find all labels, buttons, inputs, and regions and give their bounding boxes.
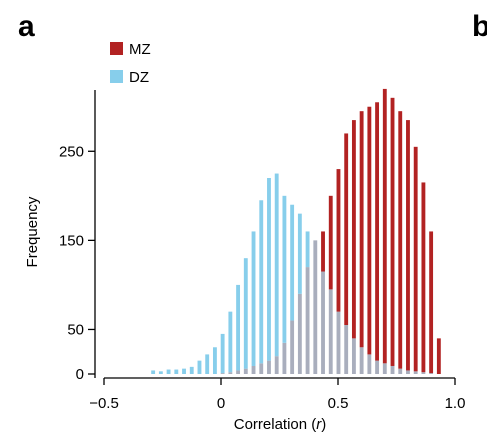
- y-tick-label: 50: [67, 321, 84, 338]
- bar-dz: [274, 173, 279, 357]
- legend-label-mz: MZ: [129, 41, 151, 58]
- legend: MZ DZ: [110, 41, 151, 86]
- bar-dz: [282, 195, 287, 343]
- bar-mz: [359, 111, 364, 348]
- bar-overlap: [321, 271, 325, 374]
- bar-dz: [305, 231, 310, 268]
- bar-overlap: [297, 293, 302, 374]
- legend-label-dz: DZ: [129, 69, 149, 86]
- bar-mz: [344, 133, 349, 325]
- bar-dz: [158, 371, 163, 374]
- bar-mz: [367, 106, 372, 355]
- y-tick-label: 150: [59, 232, 84, 249]
- bar-mz: [375, 102, 380, 361]
- bar-overlap: [259, 363, 264, 374]
- legend-swatch-dz: [110, 70, 123, 83]
- bar-mz: [382, 88, 387, 364]
- bar-mz: [398, 111, 403, 369]
- histogram-bars: [151, 88, 441, 374]
- bar-overlap: [351, 338, 356, 374]
- y-tick-label: 0: [76, 366, 84, 383]
- bar-dz: [189, 366, 194, 374]
- bar-dz: [212, 347, 217, 374]
- panel-letter-a: a: [18, 10, 35, 43]
- bar-overlap: [367, 354, 372, 374]
- bar-overlap: [344, 325, 349, 374]
- bar-mz: [421, 182, 426, 373]
- x-tick-label: −0.5: [89, 395, 119, 412]
- bar-dz: [297, 213, 302, 294]
- bar-dz: [267, 178, 271, 361]
- x-axis-title-variable: r: [316, 416, 322, 433]
- bar-mz: [351, 120, 356, 339]
- bar-dz: [220, 333, 225, 374]
- bar-overlap: [382, 363, 387, 374]
- bar-overlap: [413, 371, 418, 374]
- bar-dz: [259, 200, 264, 364]
- bar-overlap: [336, 311, 341, 374]
- bar-overlap: [305, 267, 310, 374]
- bar-overlap: [398, 368, 403, 374]
- bar-overlap: [274, 356, 279, 374]
- y-ticks: 0 50 150 250: [59, 143, 95, 383]
- bar-dz: [182, 368, 186, 374]
- bar-dz: [290, 204, 295, 321]
- bar-dz: [166, 369, 171, 374]
- bar-dz: [243, 258, 248, 369]
- legend-swatch-mz: [110, 42, 123, 55]
- bar-overlap: [282, 342, 287, 374]
- bar-dz: [228, 311, 233, 373]
- bar-overlap: [359, 347, 364, 374]
- bar-mz: [328, 195, 333, 290]
- bar-dz: [197, 360, 202, 374]
- bar-dz: [236, 284, 241, 371]
- x-tick-label: 1.0: [445, 395, 466, 412]
- x-axis-title-close: ): [321, 416, 326, 433]
- bar-overlap: [429, 373, 434, 374]
- bar-overlap: [243, 368, 248, 374]
- bar-overlap: [228, 372, 233, 374]
- bar-mz: [436, 338, 441, 374]
- x-tick-label: 0: [217, 395, 225, 412]
- bar-overlap: [375, 360, 380, 374]
- bar-mz: [390, 97, 395, 366]
- bar-overlap: [267, 360, 271, 374]
- bar-mz: [429, 231, 434, 374]
- x-tick-label: 0.5: [328, 395, 349, 412]
- bar-mz: [336, 169, 341, 312]
- bar-dz: [251, 231, 256, 366]
- bar-mz: [406, 120, 410, 371]
- bar-dz: [151, 370, 156, 374]
- y-tick-label: 250: [59, 143, 84, 160]
- bar-mz: [413, 146, 418, 372]
- bar-overlap: [421, 372, 426, 374]
- bar-overlap: [251, 365, 256, 374]
- bar-dz: [174, 369, 179, 374]
- x-ticks: −0.5 0 0.5 1.0: [89, 378, 465, 412]
- bar-overlap: [290, 320, 295, 374]
- bar-mz: [321, 231, 325, 272]
- y-axis-title: Frequency: [24, 196, 41, 267]
- x-axis-title: Correlation (r): [234, 416, 327, 433]
- panel-letter-b: b: [472, 10, 487, 43]
- bar-dz: [205, 354, 210, 374]
- bar-overlap: [390, 365, 395, 374]
- bar-overlap: [220, 373, 225, 374]
- bar-overlap: [236, 370, 241, 374]
- bar-overlap: [406, 370, 410, 374]
- bar-overlap: [328, 289, 333, 374]
- bar-overlap: [313, 240, 318, 374]
- x-axis-title-text: Correlation (: [234, 416, 317, 433]
